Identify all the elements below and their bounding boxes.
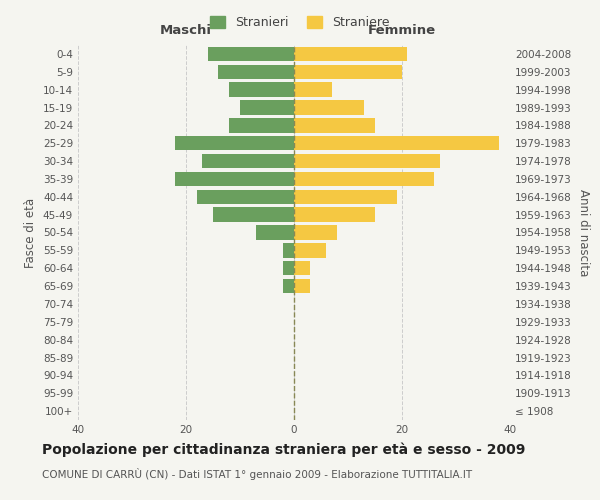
Bar bbox=[202, 154, 294, 168]
Bar bbox=[240, 100, 294, 114]
Bar bbox=[283, 279, 294, 293]
Y-axis label: Anni di nascita: Anni di nascita bbox=[577, 189, 590, 276]
Bar bbox=[294, 190, 397, 204]
Bar bbox=[197, 190, 294, 204]
Bar bbox=[294, 208, 375, 222]
Legend: Stranieri, Straniere: Stranieri, Straniere bbox=[205, 11, 395, 34]
Bar bbox=[294, 82, 332, 97]
Bar bbox=[229, 82, 294, 97]
Bar bbox=[294, 243, 326, 258]
Bar bbox=[229, 118, 294, 132]
Bar bbox=[294, 118, 375, 132]
Text: Maschi: Maschi bbox=[160, 24, 212, 38]
Bar bbox=[294, 64, 402, 79]
Bar bbox=[294, 100, 364, 114]
Bar bbox=[208, 47, 294, 61]
Bar bbox=[294, 261, 310, 276]
Bar bbox=[294, 47, 407, 61]
Bar bbox=[283, 243, 294, 258]
Text: Femmine: Femmine bbox=[368, 24, 436, 38]
Text: Popolazione per cittadinanza straniera per età e sesso - 2009: Popolazione per cittadinanza straniera p… bbox=[42, 442, 526, 457]
Bar bbox=[218, 64, 294, 79]
Y-axis label: Fasce di età: Fasce di età bbox=[25, 198, 37, 268]
Bar bbox=[175, 136, 294, 150]
Bar bbox=[283, 261, 294, 276]
Text: COMUNE DI CARRÙ (CN) - Dati ISTAT 1° gennaio 2009 - Elaborazione TUTTITALIA.IT: COMUNE DI CARRÙ (CN) - Dati ISTAT 1° gen… bbox=[42, 468, 472, 479]
Bar bbox=[294, 154, 440, 168]
Bar bbox=[294, 279, 310, 293]
Bar bbox=[175, 172, 294, 186]
Bar bbox=[294, 226, 337, 239]
Bar bbox=[294, 172, 434, 186]
Bar bbox=[213, 208, 294, 222]
Bar bbox=[256, 226, 294, 239]
Bar bbox=[294, 136, 499, 150]
